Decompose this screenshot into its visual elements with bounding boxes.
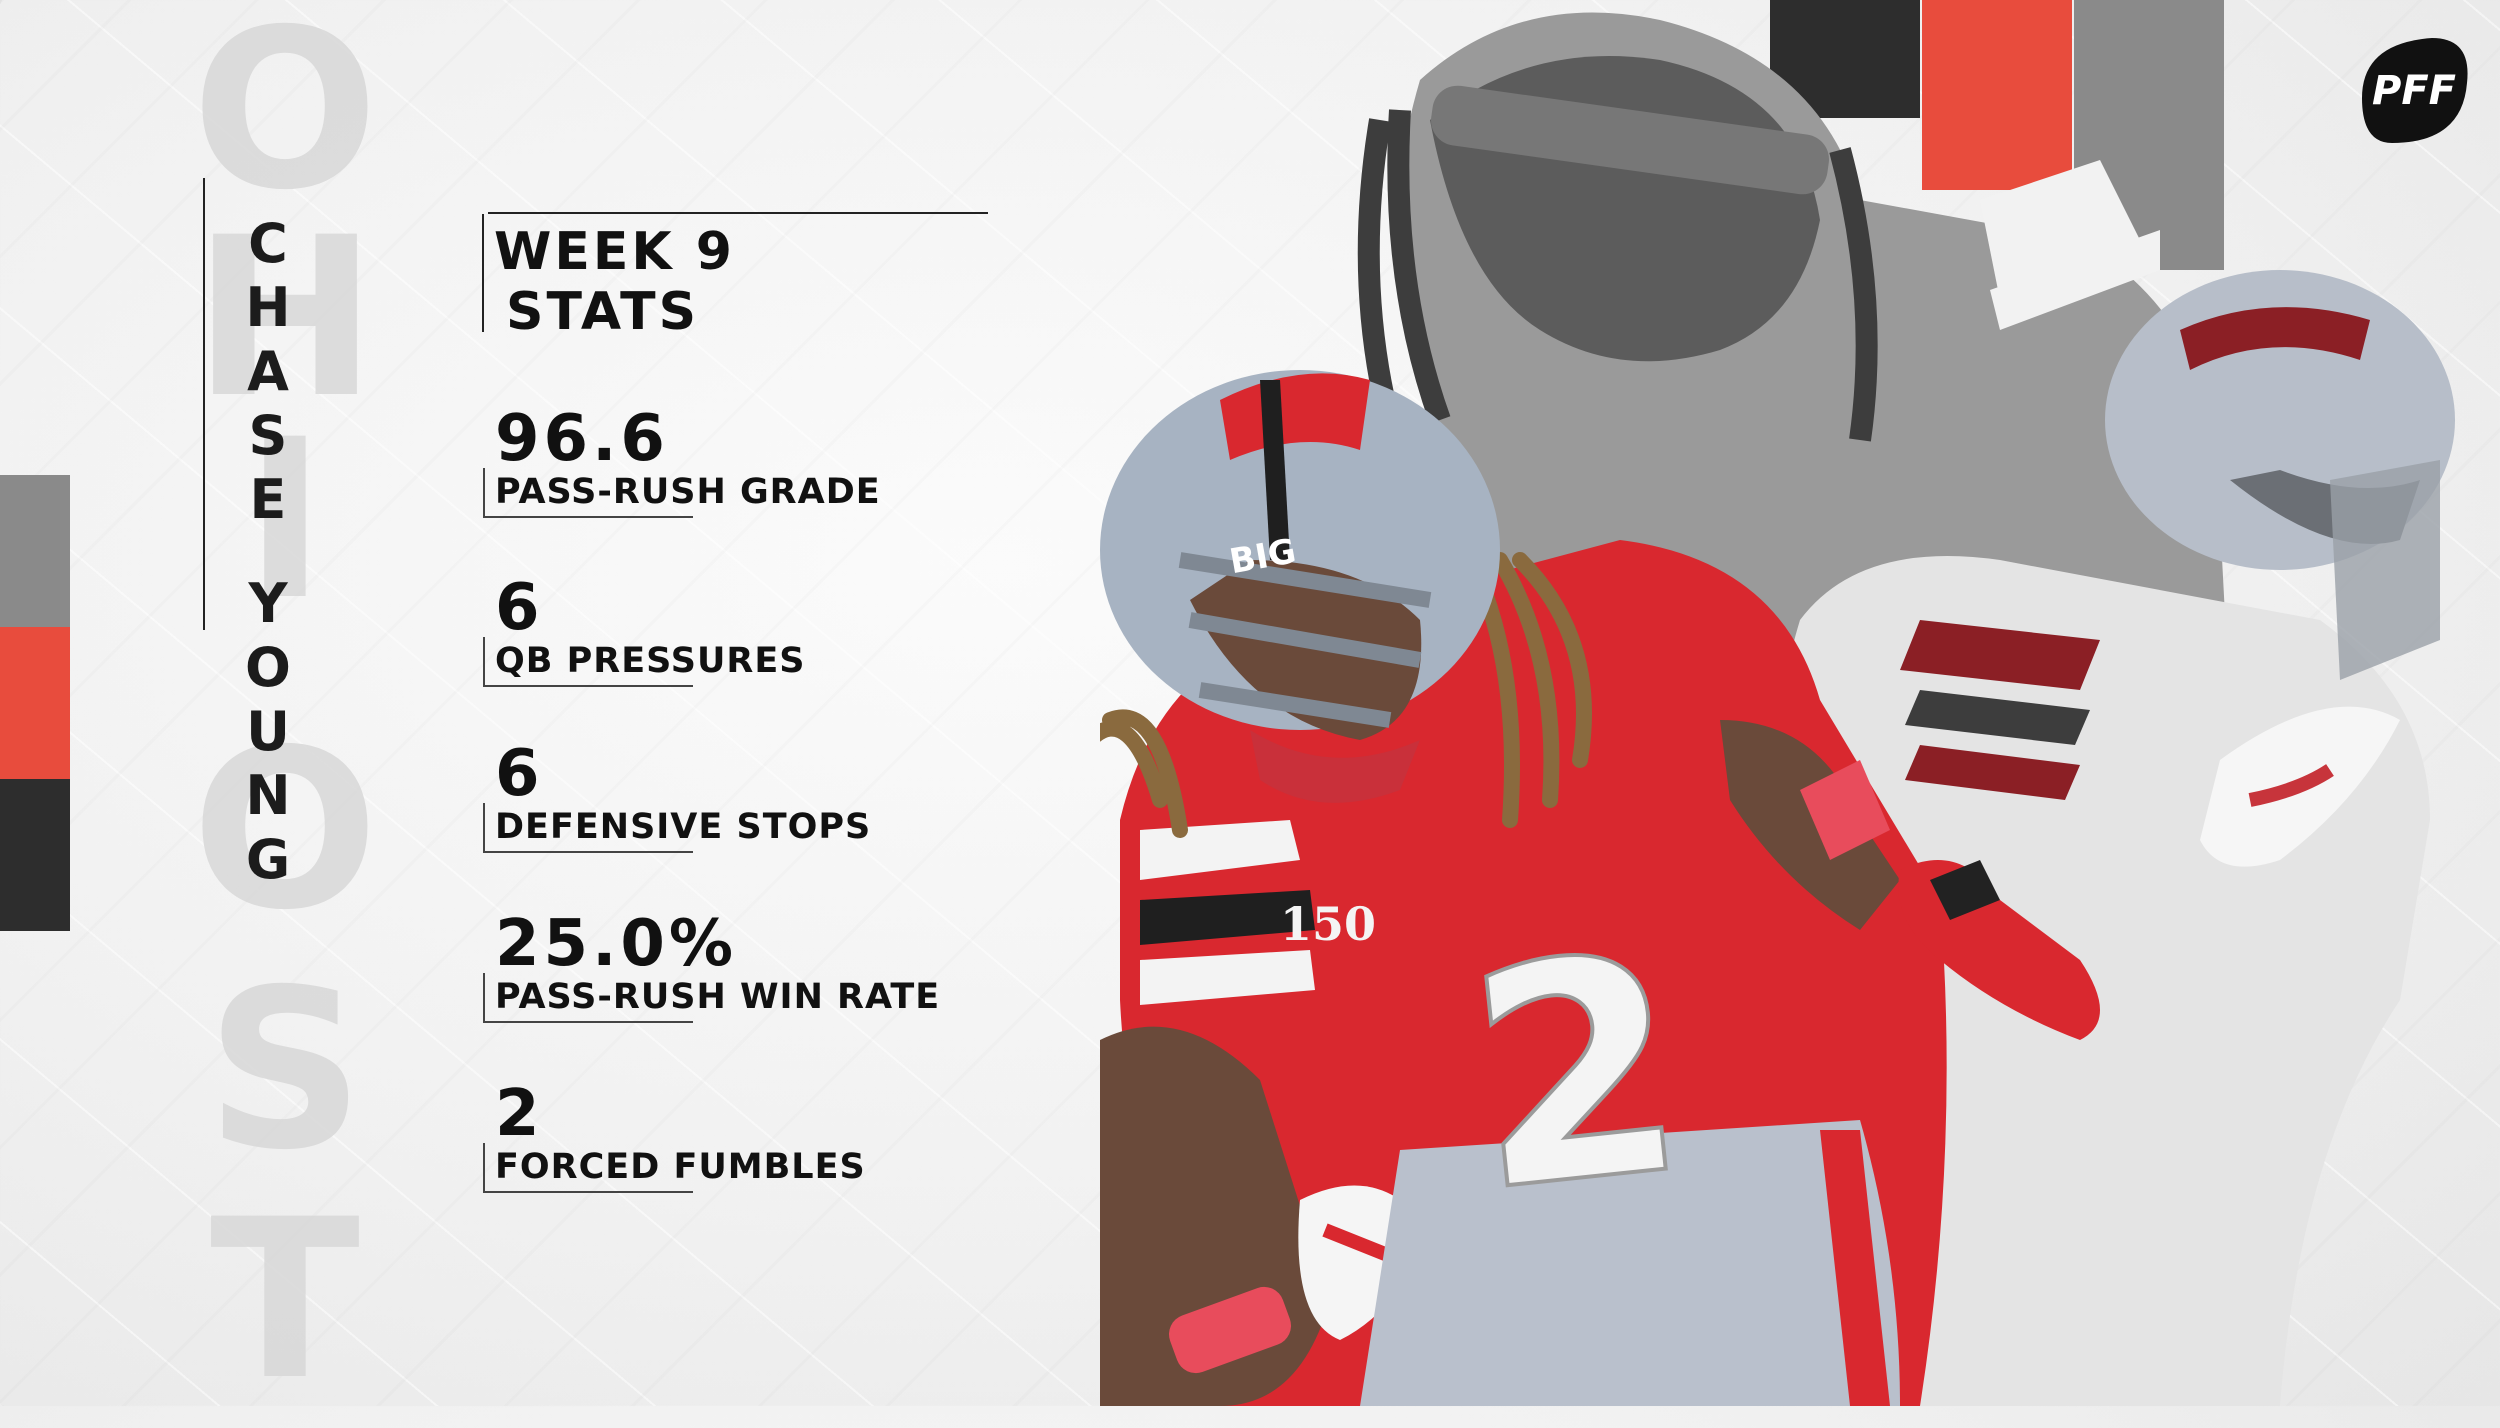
jersey-patch: 150 xyxy=(1280,897,1376,951)
pff-logo: PFF xyxy=(2362,38,2468,143)
stat-value: 2 xyxy=(495,1077,544,1151)
ghost-letter: S xyxy=(205,942,365,1198)
stat-label: DEFENSIVE STOPS xyxy=(495,807,872,847)
name-letter: Y xyxy=(248,572,288,635)
stat-value: 6 xyxy=(495,737,544,811)
player-artwork: 2 150 BIG xyxy=(1100,12,2455,1406)
stat-frame-bottom xyxy=(483,516,693,518)
name-letter: O xyxy=(245,636,291,699)
left-bar-gray xyxy=(0,475,70,627)
top-bar-scarlet xyxy=(1922,0,2072,190)
header-frame-line xyxy=(482,214,484,332)
stat-frame-left xyxy=(483,1143,485,1193)
ghost-letter: T xyxy=(209,1172,361,1428)
stat-frame-left xyxy=(483,637,485,687)
stat-label: QB PRESSURES xyxy=(495,641,806,681)
name-divider-line xyxy=(203,178,205,630)
name-letter: G xyxy=(245,828,291,891)
header-line-week: WEEK 9 xyxy=(494,222,735,282)
header-line-stats: STATS xyxy=(506,282,700,342)
jersey-number: 2 xyxy=(1455,889,1699,1258)
stat-frame-left xyxy=(483,973,485,1023)
stat-frame-bottom xyxy=(483,851,693,853)
stat-block: 6 QB PRESSURES xyxy=(483,571,1043,687)
stats-header: WEEK 9 STATS xyxy=(482,212,988,342)
stat-label: PASS-RUSH WIN RATE xyxy=(495,977,941,1017)
pff-logo-text: PFF xyxy=(2372,68,2456,114)
name-letter: U xyxy=(246,700,290,763)
name-letter: H xyxy=(245,276,291,339)
stat-block: 96.6 PASS-RUSH GRADE xyxy=(483,402,1043,518)
stat-value: 6 xyxy=(495,571,544,645)
ghost-letter: O xyxy=(191,702,379,958)
name-letter: S xyxy=(248,404,288,467)
stat-label: PASS-RUSH GRADE xyxy=(495,472,881,512)
ghost-letter: O xyxy=(191,0,379,238)
name-letter xyxy=(238,532,298,572)
player-silhouette-front: 2 150 BIG xyxy=(1100,370,2100,1406)
stat-frame-bottom xyxy=(483,685,693,687)
left-bar-black xyxy=(0,779,70,931)
ghost-letter: I xyxy=(244,392,326,648)
name-letter: A xyxy=(247,340,289,403)
stat-value: 25.0% xyxy=(495,907,738,981)
name-letter: E xyxy=(249,468,287,531)
ghost-text-column: O H I O S T xyxy=(165,0,405,1410)
stat-block: 6 DEFENSIVE STOPS xyxy=(483,737,1043,853)
stat-block: 2 FORCED FUMBLES xyxy=(483,1077,1043,1193)
stat-frame-bottom xyxy=(483,1021,693,1023)
stat-frame-bottom xyxy=(483,1191,693,1193)
stat-frame-left xyxy=(483,803,485,853)
player-name-vertical: C H A S E Y O U N G xyxy=(238,212,298,892)
stat-frame-left xyxy=(483,468,485,518)
stat-value: 96.6 xyxy=(495,402,669,476)
name-letter: N xyxy=(245,764,291,827)
ghost-letter: H xyxy=(192,190,378,446)
stat-block: 25.0% PASS-RUSH WIN RATE xyxy=(483,907,1043,1023)
stat-label: FORCED FUMBLES xyxy=(495,1147,866,1187)
left-bar-scarlet xyxy=(0,627,70,779)
name-letter: C xyxy=(248,212,288,275)
